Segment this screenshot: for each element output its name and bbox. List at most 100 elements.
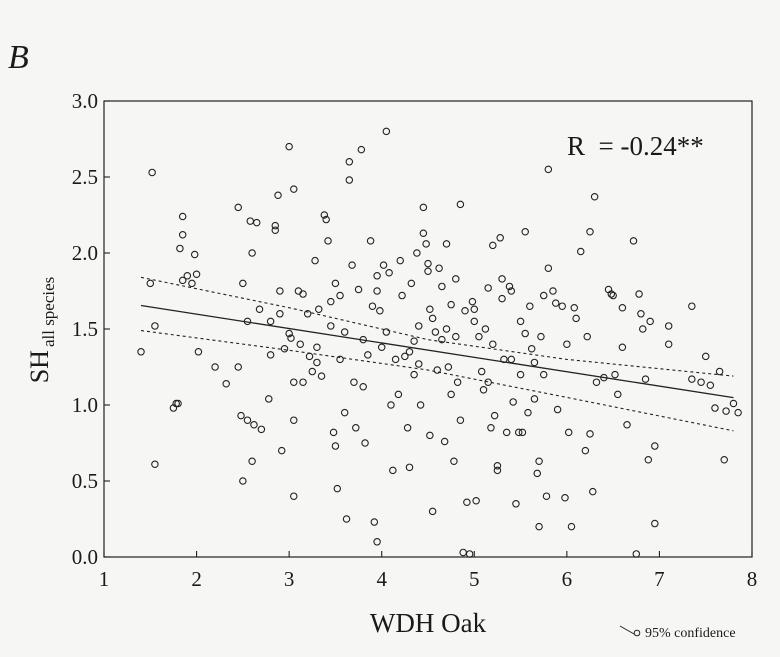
data-point (502, 428, 511, 437)
data-point (592, 378, 601, 386)
data-point (211, 363, 219, 371)
x-axis-title: WDH Oak (370, 608, 487, 638)
data-point (537, 332, 545, 341)
data-point (401, 352, 409, 361)
data-point (385, 269, 393, 277)
data-point (470, 305, 479, 313)
data-point (614, 390, 622, 399)
data-point (290, 416, 298, 424)
x-axis: 1 2 3 4 5 6 7 8 (99, 551, 757, 591)
data-point (544, 165, 553, 174)
data-point (222, 379, 230, 388)
data-point (331, 442, 340, 450)
data-point (296, 340, 305, 348)
data-point (706, 381, 715, 389)
data-point (419, 203, 428, 212)
data-point (481, 325, 490, 333)
y-axis: 0.0 0.5 1.0 1.5 2.0 2.5 3.0 (72, 89, 110, 569)
data-point (320, 211, 329, 219)
data-point (340, 408, 349, 417)
data-point (490, 411, 499, 420)
data-point (410, 370, 418, 379)
data-point (572, 314, 580, 323)
data-point (342, 515, 351, 523)
data-point (527, 345, 536, 353)
data-point (424, 259, 432, 268)
data-point (442, 240, 451, 248)
data-points (137, 127, 742, 558)
data-point (688, 375, 696, 383)
data-point (535, 522, 543, 531)
confidence-band-lower (140, 329, 734, 432)
data-point (433, 366, 442, 374)
data-point (489, 340, 497, 348)
y-axis-title-subscript: all species (39, 277, 58, 347)
data-point (600, 373, 608, 382)
data-point (428, 314, 437, 323)
data-point (484, 284, 492, 292)
data-point (391, 355, 400, 364)
data-point (479, 386, 488, 394)
data-point (570, 303, 579, 312)
data-point (324, 237, 332, 245)
data-point (639, 325, 647, 333)
data-point (581, 446, 590, 455)
data-point (299, 290, 307, 298)
data-point (549, 287, 557, 295)
data-point (243, 317, 252, 326)
data-point (280, 345, 289, 353)
data-point (493, 462, 502, 470)
data-point (435, 264, 443, 272)
data-point (715, 367, 724, 376)
data-point (313, 358, 321, 367)
data-point (234, 203, 242, 212)
data-point (345, 176, 354, 184)
data-point (377, 343, 386, 351)
data-point (137, 348, 145, 356)
data-point (498, 275, 506, 283)
data-point (635, 290, 643, 298)
data-point (607, 290, 616, 298)
data-point (539, 370, 548, 379)
correlation-annotation: R = -0.24** (567, 131, 704, 161)
data-point (452, 275, 460, 283)
data-point (629, 237, 638, 245)
data-point (405, 348, 414, 356)
data-point (276, 287, 284, 295)
data-point (551, 299, 560, 307)
data-point (348, 261, 356, 269)
data-point (426, 431, 434, 440)
data-point (336, 355, 344, 364)
legend-label: 95% confidence (645, 626, 736, 641)
data-point (414, 360, 423, 368)
data-point (305, 352, 314, 361)
data-point (530, 358, 539, 367)
data-point (475, 332, 483, 341)
data-point (734, 408, 742, 417)
data-point (382, 328, 391, 336)
data-point (722, 407, 730, 415)
data-point (424, 267, 432, 275)
data-point (248, 457, 256, 465)
data-point (514, 428, 523, 437)
data-point (276, 310, 284, 318)
data-point (313, 343, 321, 351)
data-point (183, 272, 192, 280)
data-point (493, 466, 502, 475)
data-point (516, 317, 525, 326)
x-tick-label: 2 (191, 567, 202, 591)
data-point (239, 477, 247, 485)
data-point (359, 335, 367, 344)
data-point (285, 329, 293, 338)
y-tick-label: 1.0 (72, 393, 98, 417)
data-point (271, 226, 280, 234)
data-point (317, 372, 326, 380)
data-point (370, 518, 379, 526)
x-tick-label: 6 (562, 567, 573, 591)
data-point (255, 305, 264, 313)
data-point (664, 340, 673, 348)
data-point (350, 378, 358, 386)
data-point (561, 493, 569, 502)
data-point (361, 439, 369, 447)
data-point (586, 227, 594, 236)
